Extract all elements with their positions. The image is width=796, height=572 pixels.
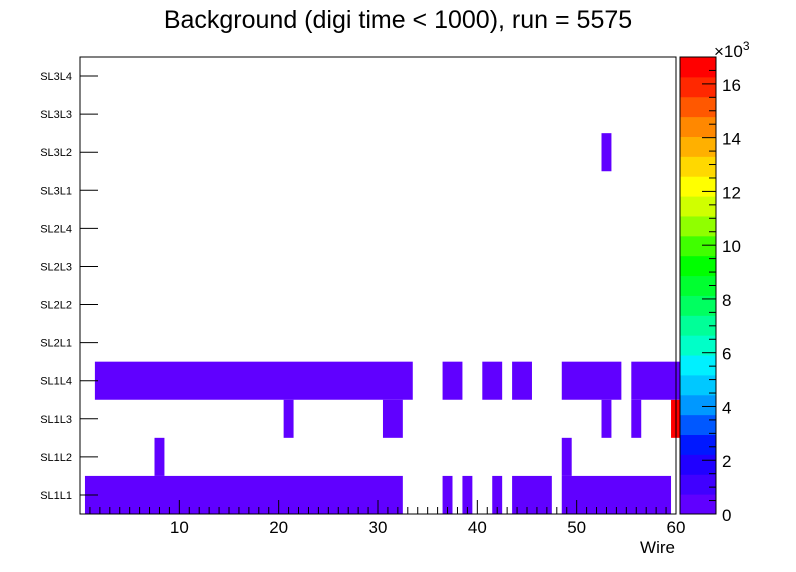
y-tick-label: SL2L3 bbox=[40, 261, 72, 273]
heatmap-cell bbox=[601, 399, 612, 438]
y-tick-label: SL2L1 bbox=[40, 338, 72, 350]
heatmap-cell bbox=[154, 437, 165, 476]
x-tick-label: 40 bbox=[468, 518, 487, 537]
color-scale-band bbox=[680, 196, 716, 217]
y-tick-label: SL1L2 bbox=[40, 452, 72, 464]
color-scale-band bbox=[680, 434, 716, 455]
y-tick-label: SL1L1 bbox=[40, 490, 72, 502]
color-scale-band bbox=[680, 176, 716, 197]
z-tick-label: 2 bbox=[722, 452, 731, 471]
y-tick-label: SL3L4 bbox=[40, 71, 72, 83]
x-tick-label: 60 bbox=[667, 518, 686, 537]
heatmap-cell bbox=[512, 361, 532, 400]
color-scale-band bbox=[680, 295, 716, 316]
color-scale-band bbox=[680, 76, 716, 98]
heatmap-cell bbox=[512, 475, 552, 514]
x-axis: 10 20 30 40 50 60 bbox=[89, 500, 686, 537]
heatmap-cell bbox=[442, 361, 463, 400]
z-tick-label: 8 bbox=[722, 291, 731, 310]
y-tick-label: SL3L1 bbox=[40, 185, 72, 197]
x-axis-label: Wire bbox=[640, 538, 675, 557]
color-scale-band bbox=[680, 255, 716, 277]
color-scale-band bbox=[680, 275, 716, 296]
color-scale-band bbox=[680, 335, 716, 356]
heatmap-cell bbox=[382, 399, 403, 438]
color-scale-band bbox=[680, 235, 716, 257]
z-tick-label: 10 bbox=[722, 237, 741, 256]
color-scale-band bbox=[680, 394, 716, 416]
y-tick-label: SL2L2 bbox=[40, 300, 72, 312]
heatmap-cell bbox=[84, 475, 403, 514]
color-scale-band bbox=[680, 215, 716, 237]
heatmap-cell bbox=[462, 475, 473, 514]
z-tick-label: 0 bbox=[722, 506, 731, 525]
x-tick-label: 30 bbox=[369, 518, 388, 537]
heatmap-cell bbox=[482, 361, 503, 400]
color-scale-axis: 0 2 4 6 8 10 12 14 16 bbox=[702, 56, 741, 525]
heatmap-cell bbox=[492, 475, 503, 514]
color-scale-band bbox=[680, 57, 716, 78]
heatmap-cell bbox=[631, 399, 642, 438]
color-scale-band bbox=[680, 374, 716, 396]
heatmap-cell bbox=[601, 133, 612, 172]
heatmap-cell bbox=[283, 399, 294, 438]
z-tick-label: 14 bbox=[722, 130, 741, 149]
z-tick-label: 6 bbox=[722, 345, 731, 364]
y-tick-label: SL1L3 bbox=[40, 414, 72, 426]
color-scale bbox=[680, 57, 716, 515]
color-scale-band bbox=[680, 414, 716, 436]
z-tick-label: 16 bbox=[722, 76, 741, 95]
color-scale-band bbox=[680, 136, 716, 157]
z-tick-label: 4 bbox=[722, 398, 731, 417]
x-tick-label: 10 bbox=[170, 518, 189, 537]
heatmap-cell bbox=[442, 475, 453, 514]
y-tick-label: SL1L4 bbox=[40, 376, 72, 388]
x-tick-label: 20 bbox=[269, 518, 288, 537]
color-scale-band bbox=[680, 454, 716, 475]
color-scale-band bbox=[680, 96, 716, 118]
heatmap-cell bbox=[94, 361, 413, 400]
color-scale-band bbox=[680, 474, 716, 495]
color-scale-multiplier: ×103 bbox=[714, 39, 750, 61]
chart-title: Background (digi time < 1000), run = 557… bbox=[164, 6, 632, 34]
z-tick-label: 12 bbox=[722, 183, 741, 202]
y-tick-label: SL2L4 bbox=[40, 223, 72, 235]
color-scale-band bbox=[680, 355, 716, 376]
color-scale-band bbox=[680, 116, 716, 137]
y-axis: SL1L1 SL1L2 SL1L3 SL1L4 SL2L1 SL2L2 SL2L3 SL2L4… bbox=[40, 71, 98, 502]
heatmap-cell bbox=[561, 437, 572, 476]
heatmap-cells bbox=[84, 133, 681, 514]
color-scale-band bbox=[680, 315, 716, 336]
heatmap-cell bbox=[561, 361, 622, 400]
heatmap-cell bbox=[631, 361, 681, 400]
x-tick-label: 50 bbox=[567, 518, 586, 537]
y-tick-label: SL3L3 bbox=[40, 109, 72, 121]
y-tick-label: SL3L2 bbox=[40, 147, 72, 159]
plot-frame bbox=[79, 56, 677, 515]
color-scale-band bbox=[680, 156, 716, 177]
color-scale-band bbox=[680, 494, 716, 515]
